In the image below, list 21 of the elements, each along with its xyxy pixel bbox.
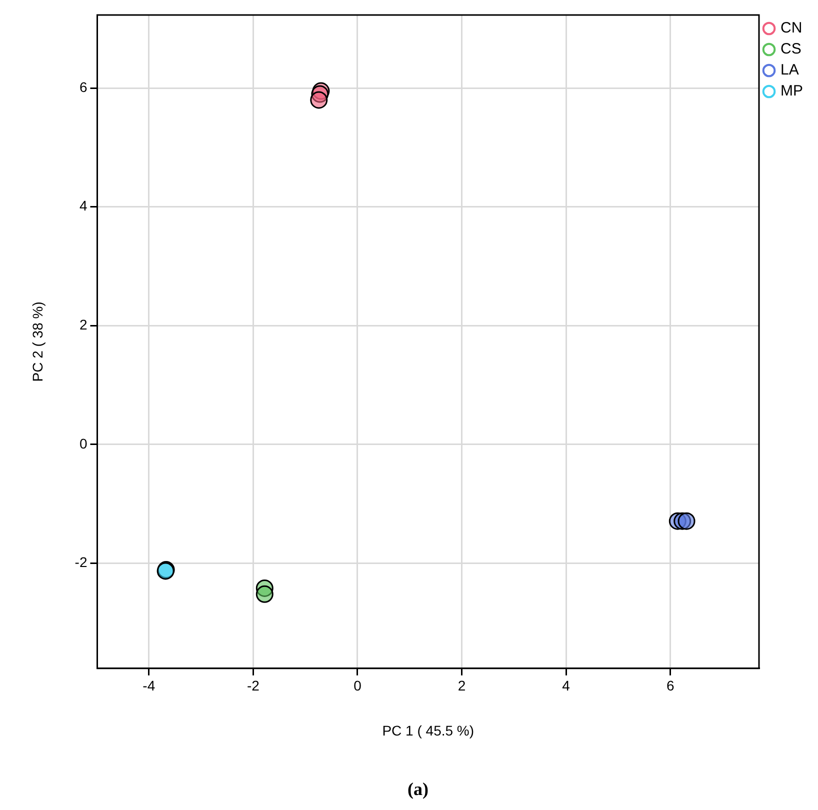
x-tick-label: -2 [246, 678, 260, 694]
y-tick-label: 4 [79, 198, 88, 214]
y-tick-label: -2 [74, 554, 88, 570]
text: (a) [408, 779, 428, 799]
legend-label: CN [780, 20, 802, 37]
y-tick-label: 0 [79, 435, 88, 452]
x-tick-label: 0 [354, 678, 362, 694]
y-tick-label: 6 [79, 78, 88, 95]
x-tick-label: 6 [666, 678, 674, 694]
point [310, 91, 328, 109]
legend-label: LA [780, 62, 799, 79]
x-axis-title: PC 1 ( 45.5 %) [382, 722, 474, 738]
point [678, 512, 696, 530]
y-tick-label: 2 [79, 316, 88, 333]
y-axis-title: PC 2 ( 38 %) [29, 302, 46, 382]
legend-label: MP [780, 82, 803, 100]
point [256, 585, 274, 603]
x-tick-label: 4 [562, 678, 570, 694]
x-tick-label: -4 [142, 678, 156, 694]
x-tick-label: 2 [458, 678, 466, 694]
legend-label: CS [780, 40, 802, 58]
